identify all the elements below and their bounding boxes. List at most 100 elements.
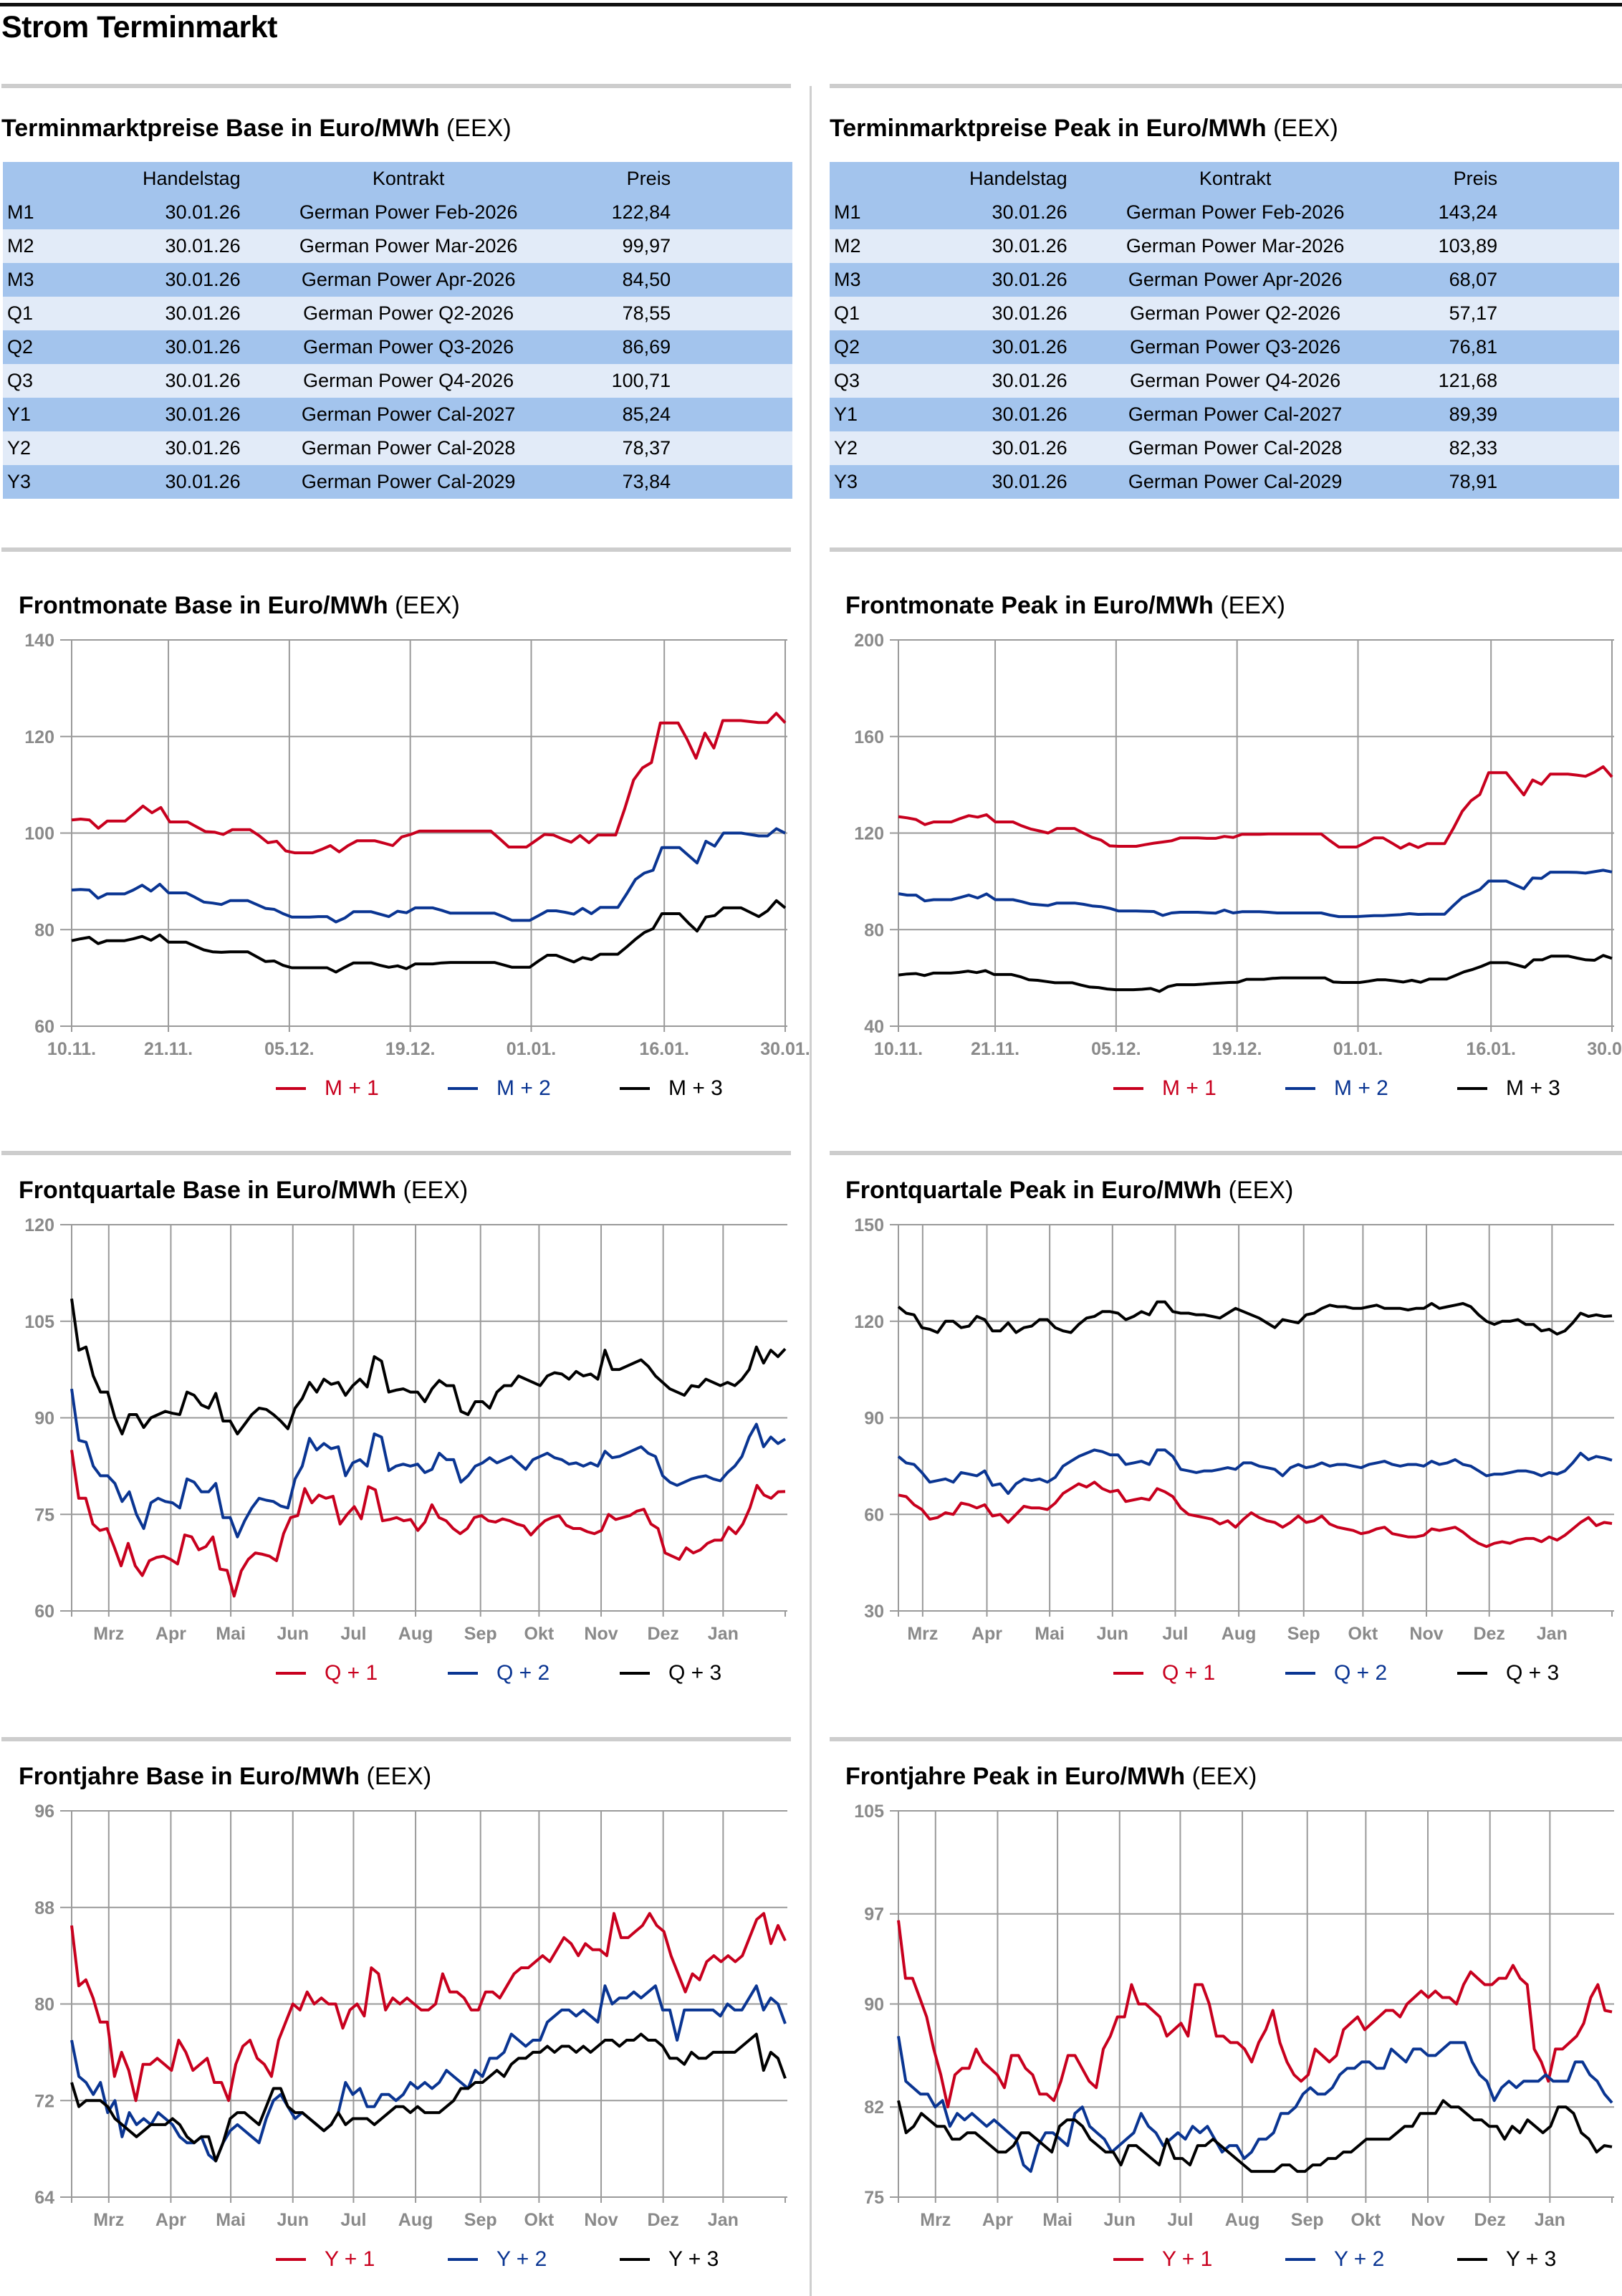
row-spacer <box>675 229 792 263</box>
chart-title-source: (EEX) <box>1220 592 1285 619</box>
table-title-base: Terminmarktpreise Base in Euro/MWh (EEX) <box>1 115 512 143</box>
section-separator <box>1 547 791 552</box>
table-title-source: (EEX) <box>1273 115 1338 142</box>
chart-plot: 60 80 100 120 140 10.11. 21.11. 05.12. 19.12. 01.… <box>24 631 810 1059</box>
legend-item: Y + 3 <box>620 2247 792 2272</box>
chart-legend: Y + 1 Y + 2 Y + 3 <box>1113 2247 1622 2272</box>
gridlines <box>60 1810 787 2203</box>
y-tick-label: 75 <box>864 2188 884 2208</box>
x-tick-label: Jul <box>1162 1624 1188 1644</box>
chart-plot: 75 82 90 97 105 Mrz Apr Mai Jun Jul Aug Sep Okt Nov De… <box>854 1802 1614 2230</box>
x-tick-label: Jul <box>340 2210 366 2230</box>
trade-date-cell: 30.01.26 <box>992 269 1067 290</box>
series-line-1 <box>70 1450 786 1598</box>
trade-date-cell: 30.01.26 <box>992 302 1067 324</box>
price-cell: 100,71 <box>611 370 671 391</box>
x-tick-label: Mrz <box>907 1624 938 1644</box>
column-spacer <box>675 162 792 196</box>
chart-title-main: Frontquartale Peak in Euro/MWh <box>845 1177 1222 1204</box>
table-title-main: Terminmarktpreise Peak in Euro/MWh <box>830 115 1267 142</box>
legend-label: M + 3 <box>668 1076 723 1100</box>
y-tick-label: 80 <box>864 920 884 940</box>
y-tick-label: 105 <box>854 1802 884 1822</box>
x-tick-label: Dez <box>647 1624 678 1644</box>
legend-label: Q + 3 <box>668 1661 722 1685</box>
chart-plot: 30 60 90 120 150 Mrz Apr Mai Jun Jul Aug Sep Okt Nov D… <box>854 1215 1614 1644</box>
legend-item: M + 3 <box>1457 1076 1622 1101</box>
chart-title-main: Frontjahre Base in Euro/MWh <box>19 1763 360 1790</box>
price-cell: 78,37 <box>622 437 671 459</box>
legend-swatch <box>448 1672 478 1675</box>
legend-swatch <box>448 1087 478 1090</box>
section-separator <box>830 1151 1622 1155</box>
contract-code-cell: Y1 <box>7 403 32 425</box>
chart-plot: 64 72 80 88 96 Mrz Apr Mai Jun Jul Aug Sep Okt Nov Dez… <box>34 1802 787 2230</box>
y-tick-label: 60 <box>34 1602 54 1622</box>
table-row: Q1 30.01.26 German Power Q2-2026 78,55 <box>3 297 792 330</box>
contract-name-cell: German Power Cal-2028 <box>301 437 516 459</box>
contract-name-cell: German Power Cal-2027 <box>1128 403 1343 425</box>
x-tick-label: Mai <box>216 1624 246 1644</box>
y-tick-label: 120 <box>854 824 884 844</box>
series-line-1 <box>897 1920 1613 2109</box>
contract-code-cell: Q1 <box>7 302 34 324</box>
chart-title: Frontjahre Peak in Euro/MWh (EEX) <box>845 1763 1257 1791</box>
contract-name-cell: German Power Feb-2026 <box>299 201 518 223</box>
x-tick-label: Mrz <box>93 2210 124 2230</box>
y-tick-label: 72 <box>34 2091 54 2111</box>
y-tick-label: 80 <box>34 1995 54 2015</box>
contract-name-cell: German Power Mar-2026 <box>299 235 518 257</box>
gridlines <box>60 639 787 1032</box>
x-tick-label: Nov <box>584 2210 618 2230</box>
contract-code-cell: Y3 <box>834 471 858 492</box>
row-spacer <box>1502 364 1619 398</box>
legend-label: Y + 2 <box>496 2247 547 2271</box>
price-cell: 86,69 <box>622 336 671 358</box>
chart-title-main: Frontmonate Base in Euro/MWh <box>19 592 388 619</box>
contract-name-cell: German Power Q2-2026 <box>1130 302 1341 324</box>
contract-name-cell: German Power Apr-2026 <box>1128 269 1343 290</box>
page-title: Strom Terminmarkt <box>1 10 277 44</box>
table-row: M3 30.01.26 German Power Apr-2026 84,50 <box>3 263 792 297</box>
legend-item: Y + 2 <box>448 2247 620 2272</box>
chart-title: Frontquartale Base in Euro/MWh (EEX) <box>19 1177 468 1205</box>
series-line-2 <box>70 1984 787 2163</box>
column-header <box>830 162 903 196</box>
y-tick-label: 60 <box>34 1017 54 1037</box>
contract-code-cell: Q2 <box>834 336 860 358</box>
section-separator <box>1 1151 791 1155</box>
contract-code-cell: M3 <box>7 269 34 290</box>
legend-label: Q + 3 <box>1506 1661 1560 1685</box>
column-header <box>3 162 77 196</box>
y-tick-label: 150 <box>854 1215 884 1235</box>
x-tick-label: Okt <box>524 1624 555 1644</box>
legend-label: Q + 1 <box>1162 1661 1216 1685</box>
legend-label: M + 2 <box>496 1076 551 1100</box>
price-cell: 57,17 <box>1449 302 1498 324</box>
x-tick-label: Apr <box>971 1624 1002 1644</box>
price-cell: 89,39 <box>1449 403 1498 425</box>
price-cell: 68,07 <box>1449 269 1498 290</box>
legend-swatch <box>620 1087 650 1090</box>
chart-title-main: Frontmonate Peak in Euro/MWh <box>845 592 1214 619</box>
series-line-2 <box>897 2036 1613 2173</box>
trade-date-cell: 30.01.26 <box>992 201 1067 223</box>
x-tick-label: 21.11. <box>971 1039 1019 1059</box>
contract-name-cell: German Power Q2-2026 <box>303 302 514 324</box>
y-tick-label: 60 <box>864 1505 884 1525</box>
legend-label: Q + 2 <box>1334 1661 1388 1685</box>
table-header-row: Handelstag Kontrakt Preis <box>830 162 1619 196</box>
contract-name-cell: German Power Q3-2026 <box>303 336 514 358</box>
y-tick-label: 100 <box>24 824 54 844</box>
y-tick-label: 160 <box>854 727 884 747</box>
price-cell: 143,24 <box>1438 201 1498 223</box>
y-tick-label: 75 <box>34 1505 54 1525</box>
row-spacer <box>675 364 792 398</box>
row-spacer <box>1502 330 1619 364</box>
x-tick-label: 19.12. <box>385 1039 436 1059</box>
y-tick-label: 64 <box>34 2188 54 2208</box>
legend-swatch <box>1113 1087 1143 1090</box>
contract-code-cell: Y2 <box>7 437 32 459</box>
price-cell: 78,91 <box>1449 471 1498 492</box>
trade-date-cell: 30.01.26 <box>165 302 241 324</box>
